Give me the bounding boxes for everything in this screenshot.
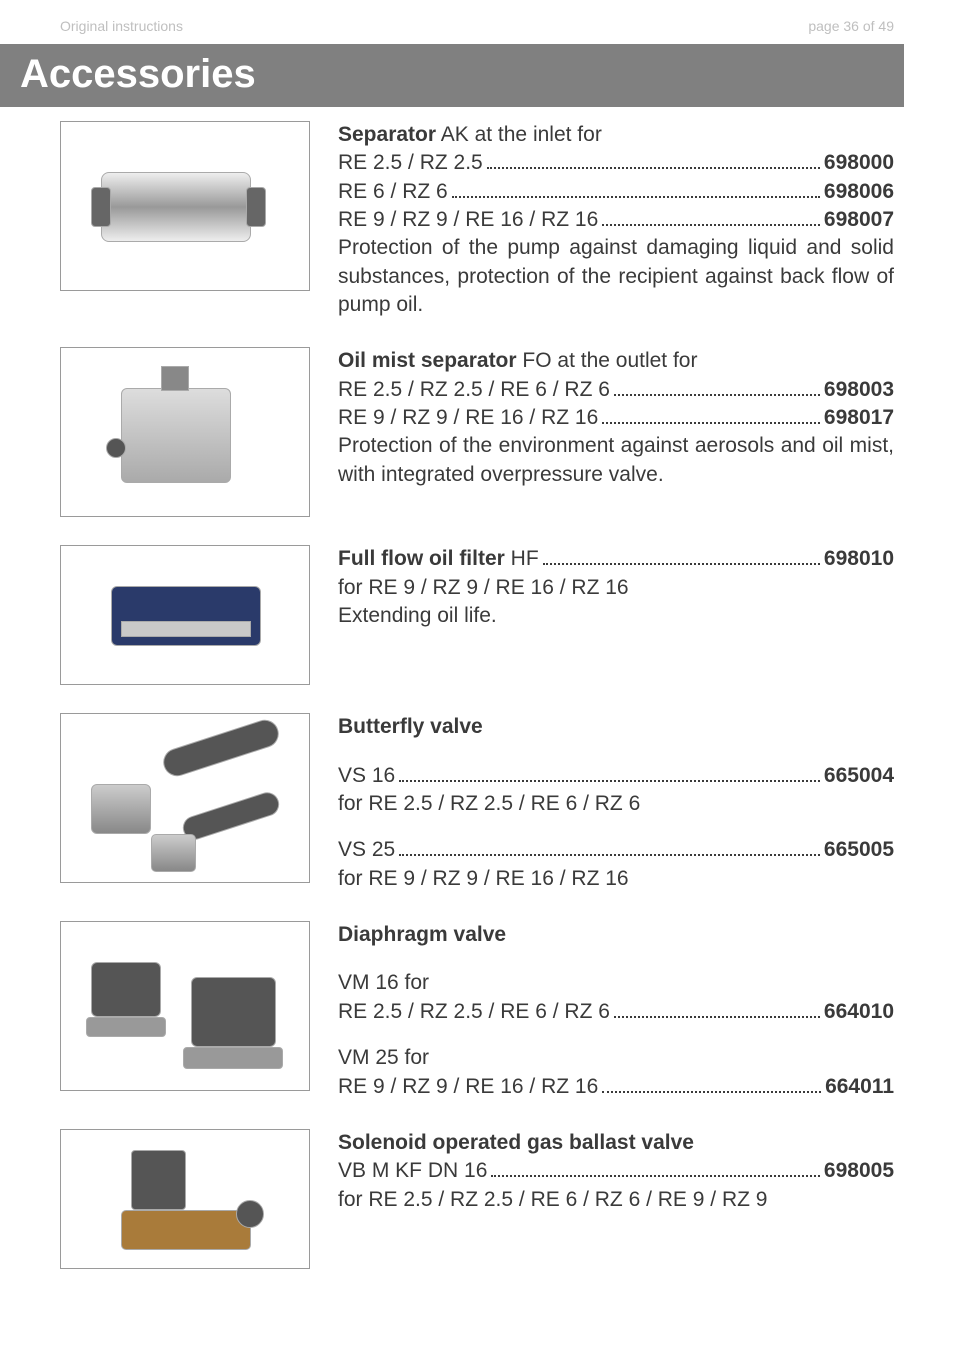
- separator-title-rest: AK at the inlet for: [436, 123, 602, 146]
- image-separator: [60, 121, 310, 291]
- full-flow-sub-0: for RE 9 / RZ 9 / RE 16 / RZ 16: [338, 574, 894, 602]
- text-oil-mist: Oil mist separator FO at the outlet for …: [338, 347, 894, 489]
- row-full-flow: Full flow oil filter HF 698010 for RE 9 …: [60, 545, 894, 685]
- butterfly-g1-code: 665005: [824, 836, 894, 864]
- butterfly-g0-code: 665004: [824, 762, 894, 790]
- oil-mist-line-0-code: 698003: [824, 376, 894, 404]
- full-flow-label-rest: HF: [505, 547, 539, 570]
- image-oil-mist: [60, 347, 310, 517]
- content: Separator AK at the inlet for RE 2.5 / R…: [0, 107, 954, 1309]
- leader-dots: [399, 763, 820, 782]
- image-full-flow: [60, 545, 310, 685]
- butterfly-g0-sub: for RE 2.5 / RZ 2.5 / RE 6 / RZ 6: [338, 790, 894, 818]
- separator-paragraph: Protection of the pump against damaging …: [338, 234, 894, 319]
- full-flow-label-bold: Full flow oil filter: [338, 547, 505, 570]
- separator-line-1: RE 6 / RZ 6 698006: [338, 178, 894, 206]
- oil-mist-line-1: RE 9 / RZ 9 / RE 16 / RZ 16 698017: [338, 404, 894, 432]
- leader-dots: [491, 1158, 820, 1177]
- solenoid-code: 698005: [824, 1157, 894, 1185]
- oil-mist-paragraph: Protection of the environment against ae…: [338, 432, 894, 489]
- solenoid-label: VB M KF DN 16: [338, 1157, 487, 1185]
- diaphragm-heading: Diaphragm valve: [338, 921, 894, 949]
- row-diaphragm: Diaphragm valve VM 16 for RE 2.5 / RZ 2.…: [60, 921, 894, 1101]
- leader-dots: [399, 838, 820, 857]
- separator-line-1-label: RE 6 / RZ 6: [338, 178, 448, 206]
- butterfly-g1-sub: for RE 9 / RZ 9 / RE 16 / RZ 16: [338, 865, 894, 893]
- leader-dots: [614, 377, 820, 396]
- diaphragm-g1-code: 664011: [825, 1073, 894, 1101]
- header-right: page 36 of 49: [808, 18, 894, 34]
- leader-dots: [602, 1074, 821, 1093]
- separator-title-bold: Separator: [338, 123, 436, 146]
- full-flow-code: 698010: [824, 545, 894, 573]
- row-separator: Separator AK at the inlet for RE 2.5 / R…: [60, 121, 894, 319]
- text-separator: Separator AK at the inlet for RE 2.5 / R…: [338, 121, 894, 319]
- separator-line-0-label: RE 2.5 / RZ 2.5: [338, 149, 483, 177]
- oil-mist-title-bold: Oil mist separator: [338, 349, 517, 372]
- row-solenoid: Solenoid operated gas ballast valve VB M…: [60, 1129, 894, 1269]
- separator-line-1-code: 698006: [824, 178, 894, 206]
- image-butterfly: [60, 713, 310, 883]
- header-left: Original instructions: [60, 18, 183, 34]
- full-flow-label: Full flow oil filter HF: [338, 545, 539, 573]
- diaphragm-g0-label: RE 2.5 / RZ 2.5 / RE 6 / RZ 6: [338, 998, 610, 1026]
- oil-mist-line-1-code: 698017: [824, 404, 894, 432]
- butterfly-g1-leader: VS 25 665005: [338, 836, 894, 864]
- page-header: Original instructions page 36 of 49: [0, 0, 954, 44]
- separator-line-0: RE 2.5 / RZ 2.5 698000: [338, 149, 894, 177]
- image-diaphragm: [60, 921, 310, 1091]
- separator-line-2-label: RE 9 / RZ 9 / RE 16 / RZ 16: [338, 206, 598, 234]
- oil-mist-title: Oil mist separator FO at the outlet for: [338, 347, 894, 375]
- row-butterfly: Butterfly valve VS 16 665004 for RE 2.5 …: [60, 713, 894, 893]
- leader-dots: [614, 999, 820, 1018]
- diaphragm-g1-pre: VM 25 for: [338, 1044, 894, 1072]
- solenoid-sub: for RE 2.5 / RZ 2.5 / RE 6 / RZ 6 / RE 9…: [338, 1186, 894, 1214]
- oil-mist-line-0: RE 2.5 / RZ 2.5 / RE 6 / RZ 6 698003: [338, 376, 894, 404]
- text-diaphragm: Diaphragm valve VM 16 for RE 2.5 / RZ 2.…: [338, 921, 894, 1101]
- diaphragm-g0-pre: VM 16 for: [338, 969, 894, 997]
- leader-dots: [487, 150, 820, 169]
- diaphragm-g1-leader: RE 9 / RZ 9 / RE 16 / RZ 16 664011: [338, 1073, 894, 1101]
- image-solenoid: [60, 1129, 310, 1269]
- diaphragm-g0-leader: RE 2.5 / RZ 2.5 / RE 6 / RZ 6 664010: [338, 998, 894, 1026]
- solenoid-heading: Solenoid operated gas ballast valve: [338, 1129, 894, 1157]
- full-flow-sub-1: Extending oil life.: [338, 602, 894, 630]
- oil-mist-line-0-label: RE 2.5 / RZ 2.5 / RE 6 / RZ 6: [338, 376, 610, 404]
- butterfly-heading: Butterfly valve: [338, 713, 894, 741]
- leader-dots: [452, 179, 820, 198]
- separator-title: Separator AK at the inlet for: [338, 121, 894, 149]
- oil-mist-title-rest: FO at the outlet for: [517, 349, 698, 372]
- row-oil-mist: Oil mist separator FO at the outlet for …: [60, 347, 894, 517]
- solenoid-leader: VB M KF DN 16 698005: [338, 1157, 894, 1185]
- leader-dots: [602, 405, 820, 424]
- butterfly-g0-leader: VS 16 665004: [338, 762, 894, 790]
- diaphragm-g0-code: 664010: [824, 998, 894, 1026]
- leader-dots: [543, 547, 820, 566]
- full-flow-leader: Full flow oil filter HF 698010: [338, 545, 894, 573]
- text-butterfly: Butterfly valve VS 16 665004 for RE 2.5 …: [338, 713, 894, 893]
- page-title-banner: Accessories: [0, 44, 904, 107]
- butterfly-g0-label: VS 16: [338, 762, 395, 790]
- separator-line-2: RE 9 / RZ 9 / RE 16 / RZ 16 698007: [338, 206, 894, 234]
- oil-mist-line-1-label: RE 9 / RZ 9 / RE 16 / RZ 16: [338, 404, 598, 432]
- separator-line-0-code: 698000: [824, 149, 894, 177]
- separator-line-2-code: 698007: [824, 206, 894, 234]
- diaphragm-g1-label: RE 9 / RZ 9 / RE 16 / RZ 16: [338, 1073, 598, 1101]
- text-solenoid: Solenoid operated gas ballast valve VB M…: [338, 1129, 894, 1214]
- butterfly-g1-label: VS 25: [338, 836, 395, 864]
- text-full-flow: Full flow oil filter HF 698010 for RE 9 …: [338, 545, 894, 630]
- leader-dots: [602, 207, 820, 226]
